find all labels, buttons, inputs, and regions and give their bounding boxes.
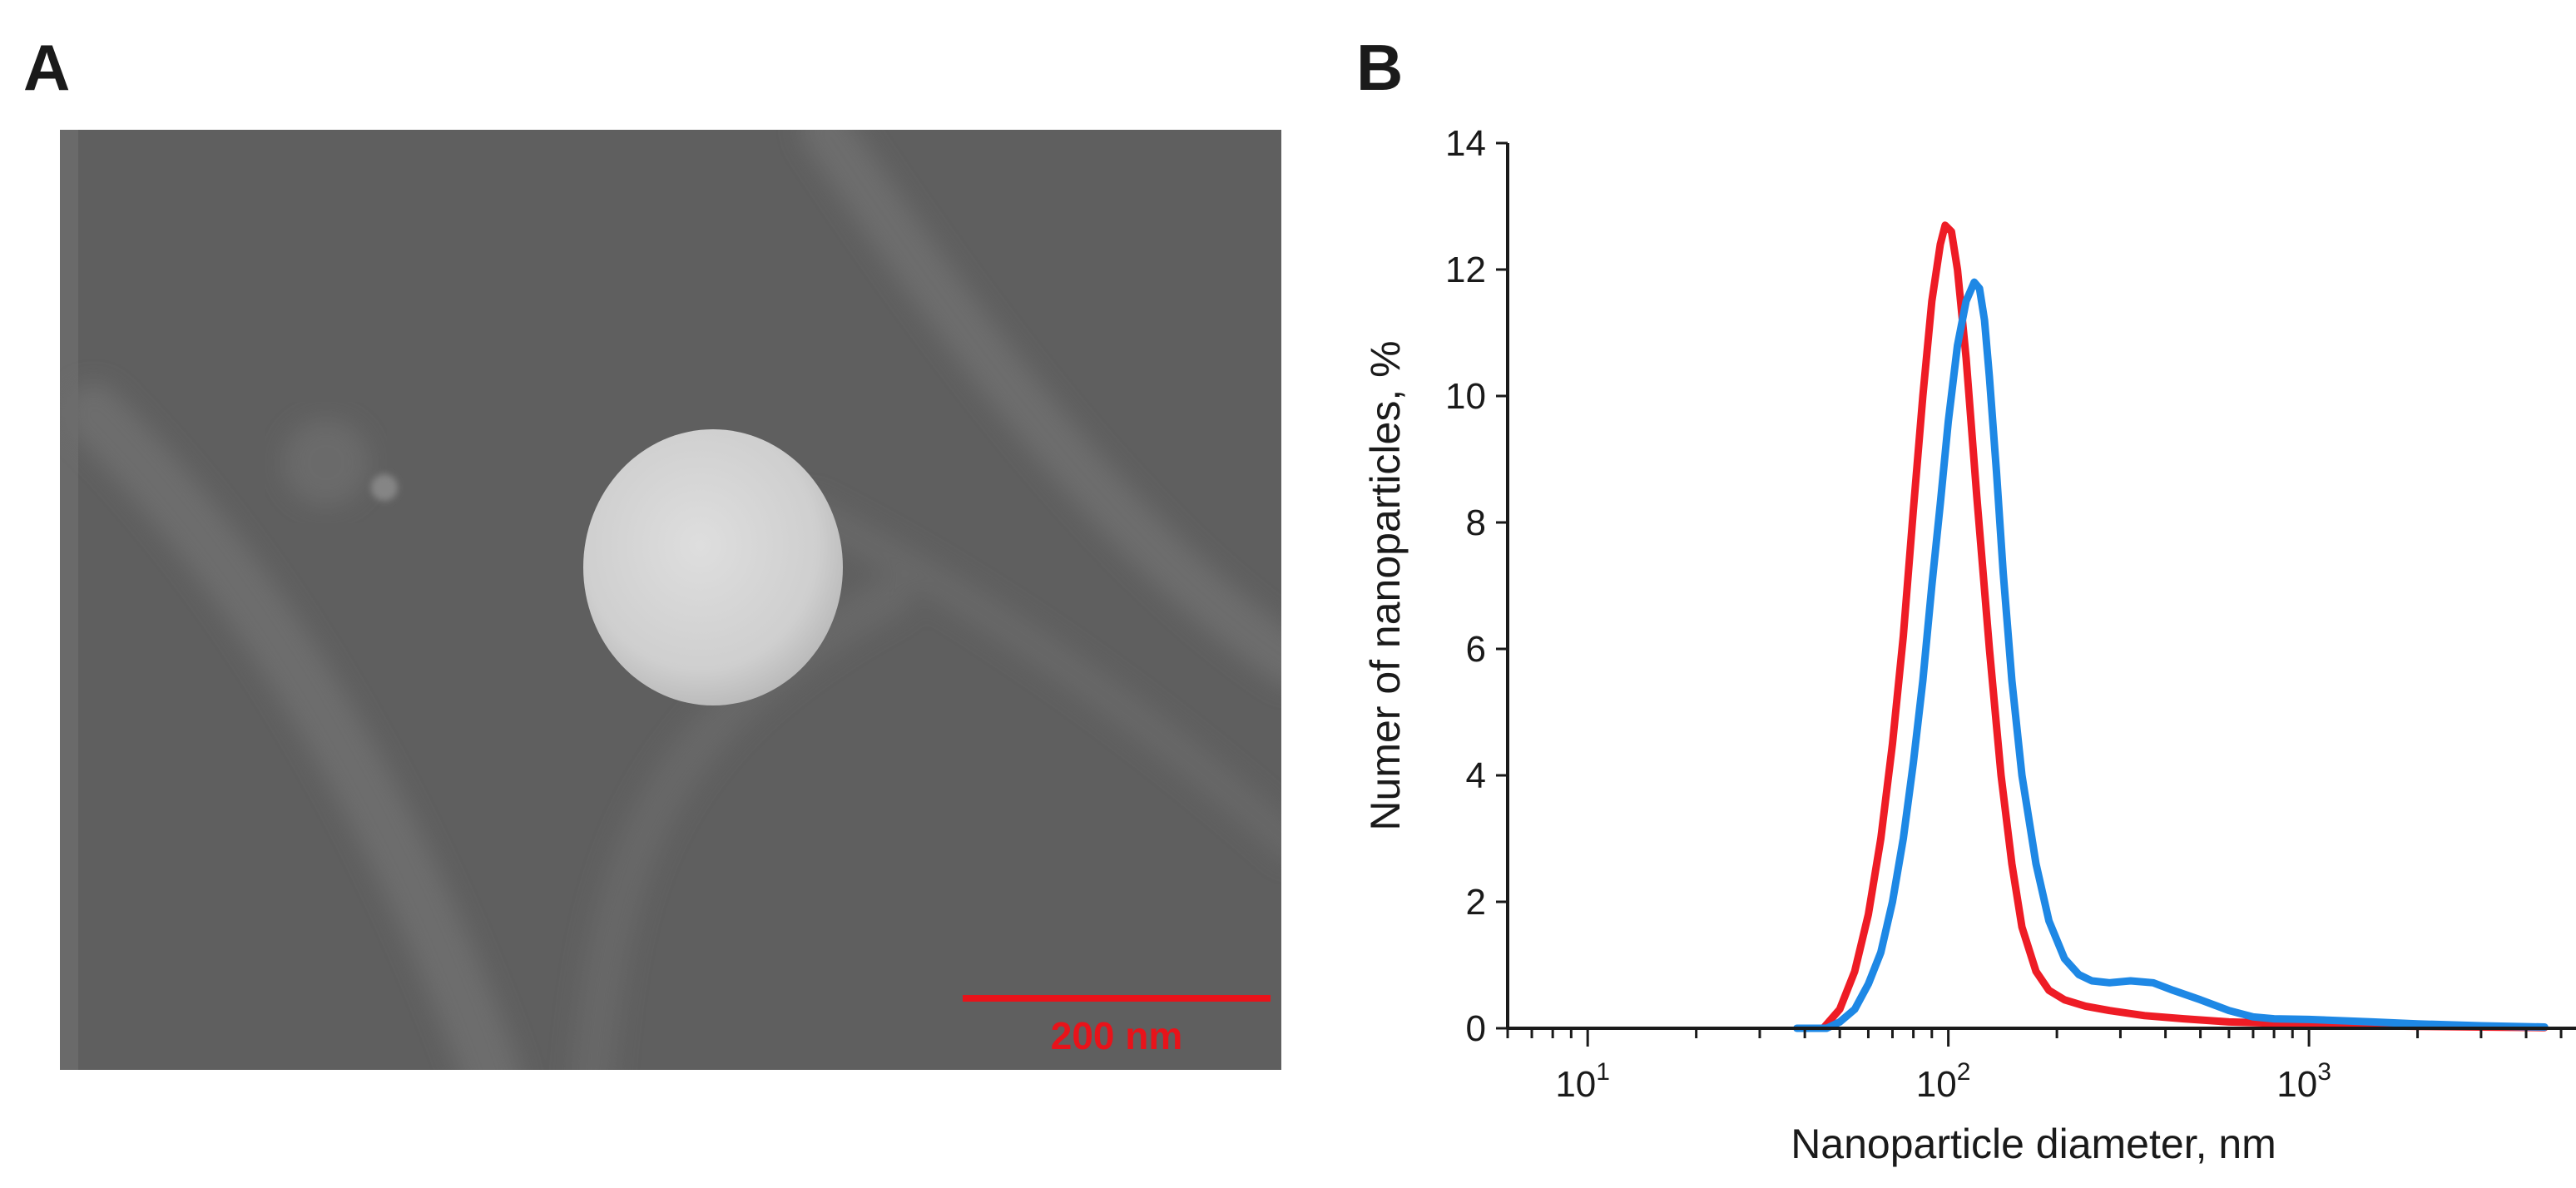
- axes: [1506, 143, 2576, 1030]
- y-tick-label: 6: [1466, 629, 1486, 670]
- ticks: 0 2 4 6 8 10 12 14 101 102 103: [1445, 123, 2563, 1105]
- size-distribution-chart: 0 2 4 6 8 10 12 14 101 102 103 Numer of nanopartic…: [1362, 123, 2576, 1167]
- y-tick-label: 12: [1445, 250, 1486, 290]
- y-tick-label: 0: [1466, 1008, 1486, 1049]
- scale-bar: [963, 995, 1271, 1002]
- electron-micrograph: 200 nm: [60, 130, 1281, 1070]
- panel-b-label: B: [1356, 31, 1404, 104]
- x-axis-title: Nanoparticle diameter, nm: [1791, 1121, 2276, 1167]
- series-line-red: [1819, 221, 2549, 1032]
- y-tick-label: 10: [1445, 376, 1486, 417]
- y-tick-label: 4: [1466, 755, 1486, 796]
- y-tick-label: 14: [1445, 123, 1486, 164]
- scale-bar-label: 200 nm: [1051, 1014, 1183, 1057]
- y-tick-label: 8: [1466, 502, 1486, 543]
- x-tick-label: 103: [2276, 1058, 2331, 1105]
- plot-lines: [1793, 221, 2549, 1032]
- y-tick-label: 2: [1466, 882, 1486, 923]
- y-axis-title: Numer of nanoparticles, %: [1362, 340, 1409, 830]
- nanoparticle-sphere: [583, 429, 843, 705]
- x-tick-label: 102: [1916, 1058, 1971, 1105]
- x-tick-label: 101: [1555, 1058, 1610, 1105]
- panel-a-label: A: [23, 31, 71, 104]
- series-line-blue: [1793, 278, 2549, 1032]
